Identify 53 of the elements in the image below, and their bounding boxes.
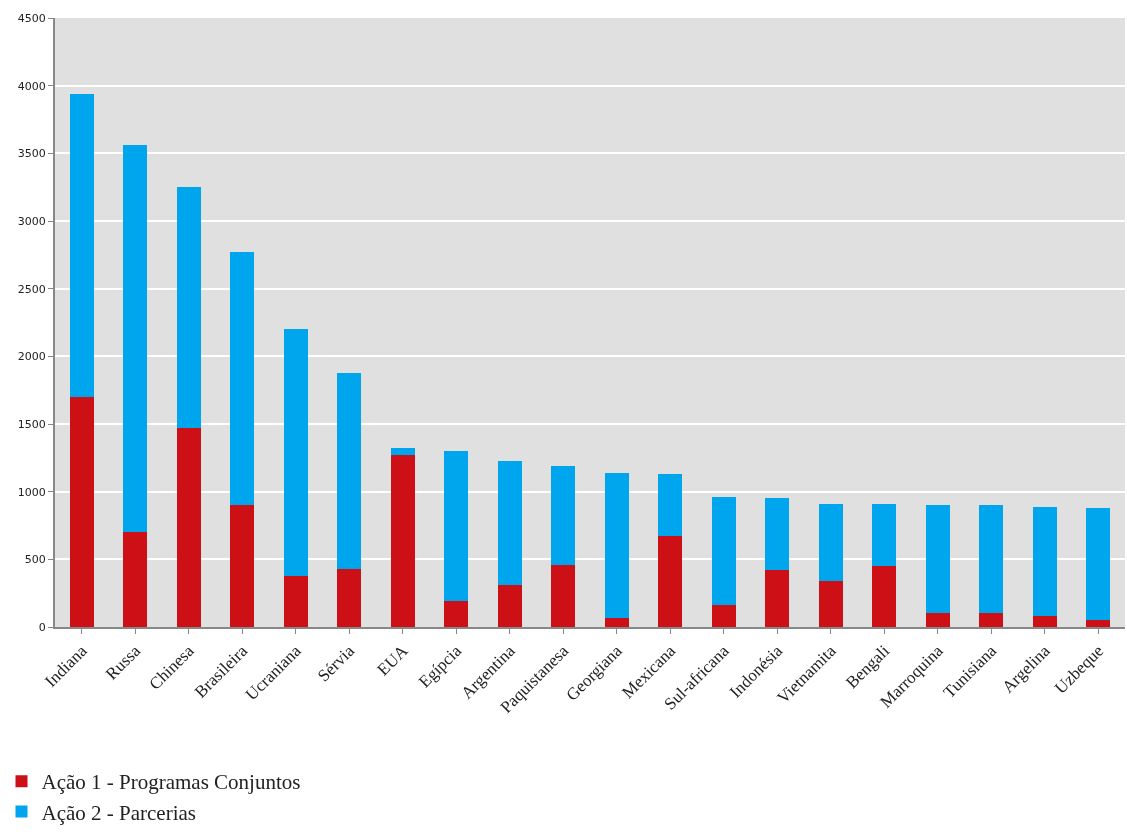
bar (283, 329, 308, 576)
bar (872, 503, 897, 567)
bar (176, 187, 201, 429)
bar (69, 396, 94, 627)
bar (497, 585, 522, 627)
bar (123, 145, 148, 533)
bar (604, 617, 629, 627)
bar (123, 532, 148, 627)
legend-label: Ação 1 - Programas Conjuntos (41, 770, 301, 795)
bar (551, 465, 576, 565)
y-tick-label: 2500 (17, 282, 46, 296)
bar (337, 568, 362, 627)
y-tick-label: 2000 (17, 350, 46, 364)
bar (604, 472, 629, 618)
bar (765, 570, 790, 627)
bar (925, 613, 950, 627)
bar (658, 536, 683, 627)
y-tick-label: 1000 (17, 485, 46, 499)
bar (69, 93, 94, 397)
legend-label: Ação 2 - Parcerias (41, 800, 197, 825)
bar (390, 448, 415, 456)
bar (444, 451, 469, 602)
bar (711, 605, 736, 627)
bar (390, 455, 415, 627)
bar (925, 505, 950, 614)
y-tick-label: 4500 (17, 11, 46, 25)
bar (230, 252, 255, 506)
bar (444, 601, 469, 627)
y-tick-label: 1500 (17, 417, 46, 431)
bar (818, 580, 843, 627)
y-tick-label: 3500 (17, 147, 46, 161)
bar (283, 575, 308, 627)
bar (658, 474, 683, 537)
bar (765, 498, 790, 571)
bar (872, 566, 897, 627)
y-tick-label: 500 (24, 553, 46, 567)
bar (979, 505, 1004, 614)
bar (1086, 507, 1111, 621)
y-tick-label: 4000 (17, 79, 46, 93)
bar (176, 428, 201, 627)
bar (337, 372, 362, 569)
bar (230, 505, 255, 627)
bar (497, 460, 522, 586)
x-tick-label: EUA (373, 640, 413, 680)
bar (818, 503, 843, 581)
y-tick-label: 0 (38, 620, 46, 634)
y-tick-label: 3000 (17, 214, 46, 228)
bar (1032, 616, 1057, 627)
bar (711, 497, 736, 606)
bar (1086, 620, 1111, 627)
bar (551, 564, 576, 627)
bar (1032, 506, 1057, 617)
bar (979, 613, 1004, 627)
